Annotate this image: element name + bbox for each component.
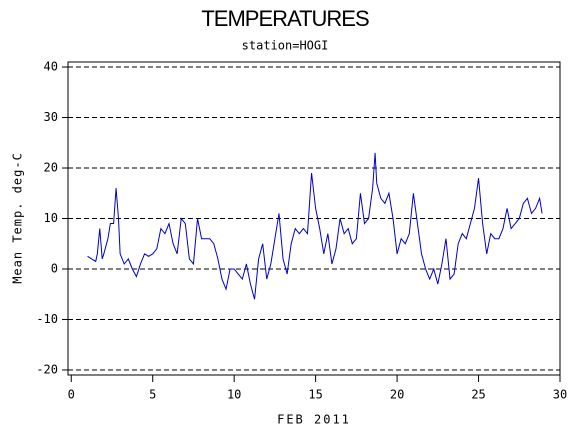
x-tick-label: 5	[149, 388, 156, 402]
x-tick-label: 20	[390, 388, 404, 402]
y-tick-label: 40	[44, 60, 58, 74]
data-line	[87, 152, 543, 300]
chart-title: TEMPERATURES	[201, 6, 369, 31]
y-tick-label: 30	[44, 110, 58, 124]
y-tick-label: 10	[44, 211, 58, 225]
y-tick-label: -10	[36, 312, 58, 326]
chart-subtitle: station=HOGI	[242, 39, 329, 53]
y-tick-label: -20	[36, 362, 58, 376]
x-tick-label: 15	[308, 388, 322, 402]
x-tick-label: 25	[471, 388, 485, 402]
x-tick-label: 10	[227, 388, 241, 402]
x-tick-label: 30	[553, 388, 567, 402]
y-axis-label: Mean Temp. deg-C	[11, 152, 25, 284]
y-tick-label: 0	[51, 261, 58, 275]
x-tick-label: 0	[68, 388, 75, 402]
y-tick-label: 20	[44, 161, 58, 175]
x-axis-label: FEB 2011	[277, 413, 351, 427]
